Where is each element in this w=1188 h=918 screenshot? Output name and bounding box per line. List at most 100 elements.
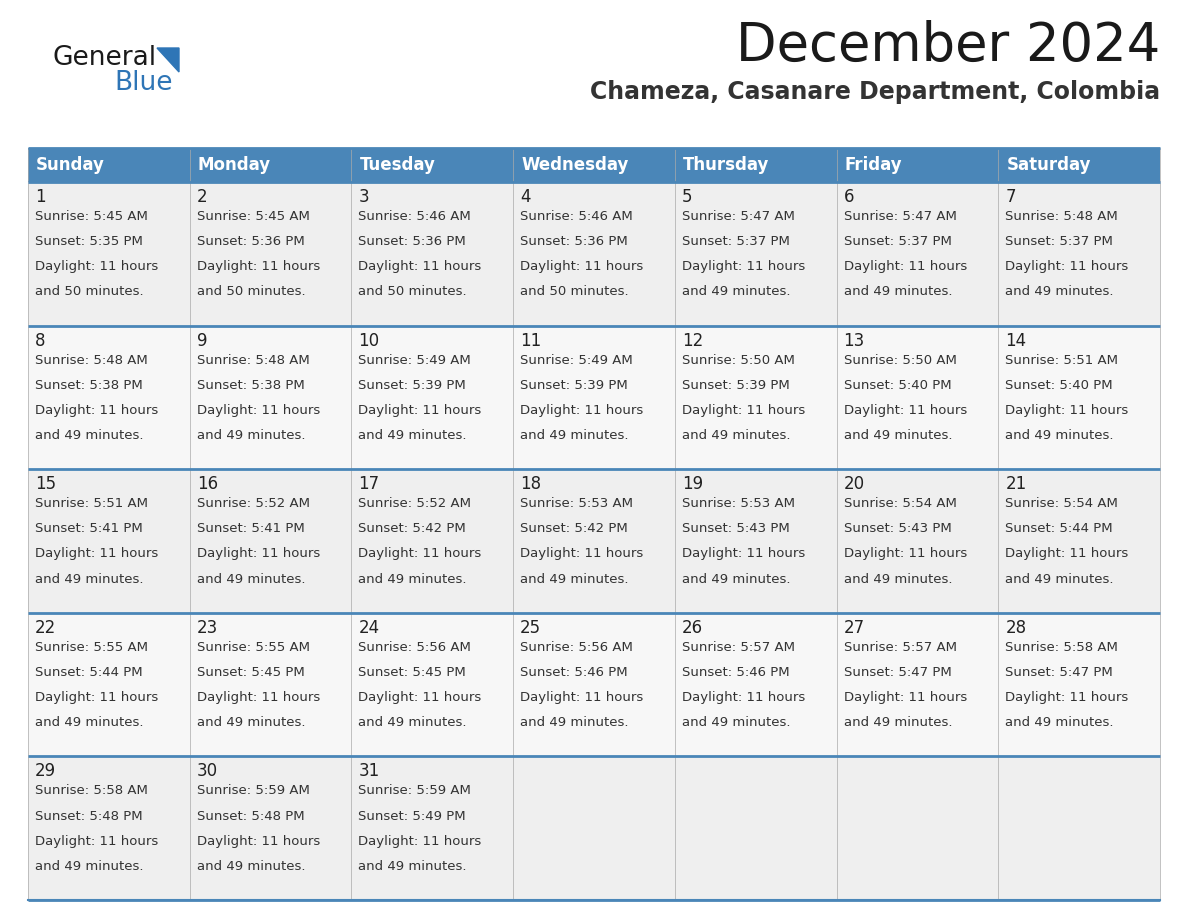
- Text: Sunrise: 5:45 AM: Sunrise: 5:45 AM: [34, 210, 147, 223]
- Text: Sunset: 5:45 PM: Sunset: 5:45 PM: [359, 666, 466, 679]
- Text: and 49 minutes.: and 49 minutes.: [682, 573, 790, 586]
- Text: Sunrise: 5:51 AM: Sunrise: 5:51 AM: [34, 498, 148, 510]
- Text: and 49 minutes.: and 49 minutes.: [843, 573, 952, 586]
- Text: Sunrise: 5:52 AM: Sunrise: 5:52 AM: [197, 498, 310, 510]
- Text: Sunrise: 5:50 AM: Sunrise: 5:50 AM: [682, 353, 795, 366]
- Bar: [836, 613, 998, 756]
- Text: Sunrise: 5:49 AM: Sunrise: 5:49 AM: [520, 353, 633, 366]
- Text: Daylight: 11 hours: Daylight: 11 hours: [34, 261, 158, 274]
- Text: Daylight: 11 hours: Daylight: 11 hours: [359, 691, 481, 704]
- Text: Daylight: 11 hours: Daylight: 11 hours: [1005, 261, 1129, 274]
- Text: and 49 minutes.: and 49 minutes.: [359, 429, 467, 442]
- Text: Sunset: 5:43 PM: Sunset: 5:43 PM: [682, 522, 790, 535]
- Bar: [998, 613, 1159, 756]
- Text: Sunset: 5:44 PM: Sunset: 5:44 PM: [34, 666, 143, 679]
- Text: Sunrise: 5:57 AM: Sunrise: 5:57 AM: [682, 641, 795, 654]
- Text: Friday: Friday: [845, 156, 902, 174]
- Text: and 50 minutes.: and 50 minutes.: [520, 285, 628, 298]
- Text: Daylight: 11 hours: Daylight: 11 hours: [197, 691, 320, 704]
- Text: Daylight: 11 hours: Daylight: 11 hours: [1005, 547, 1129, 561]
- Polygon shape: [157, 48, 179, 72]
- Text: Sunset: 5:39 PM: Sunset: 5:39 PM: [359, 379, 466, 392]
- Text: General: General: [52, 45, 156, 71]
- Text: 18: 18: [520, 476, 542, 493]
- Text: Daylight: 11 hours: Daylight: 11 hours: [359, 261, 481, 274]
- Text: 7: 7: [1005, 188, 1016, 206]
- Text: Sunset: 5:48 PM: Sunset: 5:48 PM: [197, 810, 304, 823]
- Text: Daylight: 11 hours: Daylight: 11 hours: [197, 404, 320, 417]
- Bar: [352, 469, 513, 613]
- Text: Daylight: 11 hours: Daylight: 11 hours: [359, 834, 481, 847]
- Text: Sunset: 5:46 PM: Sunset: 5:46 PM: [682, 666, 790, 679]
- Text: Daylight: 11 hours: Daylight: 11 hours: [682, 404, 805, 417]
- Text: Sunrise: 5:59 AM: Sunrise: 5:59 AM: [359, 784, 472, 798]
- Text: and 49 minutes.: and 49 minutes.: [520, 573, 628, 586]
- Text: Sunrise: 5:45 AM: Sunrise: 5:45 AM: [197, 210, 310, 223]
- Text: and 49 minutes.: and 49 minutes.: [197, 429, 305, 442]
- Text: Sunrise: 5:54 AM: Sunrise: 5:54 AM: [843, 498, 956, 510]
- Text: 26: 26: [682, 619, 703, 637]
- Bar: [190, 613, 352, 756]
- Text: 16: 16: [197, 476, 217, 493]
- Text: Sunset: 5:35 PM: Sunset: 5:35 PM: [34, 235, 143, 248]
- Text: 25: 25: [520, 619, 542, 637]
- Text: and 49 minutes.: and 49 minutes.: [682, 429, 790, 442]
- Text: Chameza, Casanare Department, Colombia: Chameza, Casanare Department, Colombia: [590, 80, 1159, 104]
- Bar: [190, 469, 352, 613]
- Text: Sunrise: 5:51 AM: Sunrise: 5:51 AM: [1005, 353, 1118, 366]
- Bar: [352, 756, 513, 900]
- Text: and 49 minutes.: and 49 minutes.: [34, 429, 144, 442]
- Text: and 49 minutes.: and 49 minutes.: [1005, 716, 1114, 729]
- Text: Sunset: 5:46 PM: Sunset: 5:46 PM: [520, 666, 627, 679]
- Bar: [352, 182, 513, 326]
- Text: and 49 minutes.: and 49 minutes.: [359, 573, 467, 586]
- Text: Daylight: 11 hours: Daylight: 11 hours: [520, 404, 644, 417]
- Text: Daylight: 11 hours: Daylight: 11 hours: [520, 547, 644, 561]
- Text: and 49 minutes.: and 49 minutes.: [520, 716, 628, 729]
- Text: Sunrise: 5:47 AM: Sunrise: 5:47 AM: [682, 210, 795, 223]
- Text: 13: 13: [843, 331, 865, 350]
- Text: 14: 14: [1005, 331, 1026, 350]
- Text: Daylight: 11 hours: Daylight: 11 hours: [843, 261, 967, 274]
- Bar: [675, 756, 836, 900]
- Text: 28: 28: [1005, 619, 1026, 637]
- Text: and 49 minutes.: and 49 minutes.: [34, 573, 144, 586]
- Text: 1: 1: [34, 188, 45, 206]
- Bar: [29, 756, 190, 900]
- Bar: [675, 326, 836, 469]
- Bar: [998, 326, 1159, 469]
- Bar: [29, 469, 190, 613]
- Text: Daylight: 11 hours: Daylight: 11 hours: [843, 547, 967, 561]
- Bar: [513, 182, 675, 326]
- Text: and 50 minutes.: and 50 minutes.: [359, 285, 467, 298]
- Text: 8: 8: [34, 331, 45, 350]
- Text: Sunset: 5:38 PM: Sunset: 5:38 PM: [34, 379, 143, 392]
- Bar: [190, 326, 352, 469]
- Text: 17: 17: [359, 476, 379, 493]
- Text: 31: 31: [359, 763, 380, 780]
- Text: Daylight: 11 hours: Daylight: 11 hours: [843, 691, 967, 704]
- Text: 19: 19: [682, 476, 703, 493]
- Text: Sunset: 5:39 PM: Sunset: 5:39 PM: [682, 379, 790, 392]
- Bar: [29, 326, 190, 469]
- Text: 21: 21: [1005, 476, 1026, 493]
- Text: 23: 23: [197, 619, 217, 637]
- Text: Sunrise: 5:52 AM: Sunrise: 5:52 AM: [359, 498, 472, 510]
- Text: Sunset: 5:37 PM: Sunset: 5:37 PM: [843, 235, 952, 248]
- Text: 9: 9: [197, 331, 207, 350]
- Text: 6: 6: [843, 188, 854, 206]
- Text: and 49 minutes.: and 49 minutes.: [1005, 573, 1114, 586]
- Text: Sunset: 5:37 PM: Sunset: 5:37 PM: [682, 235, 790, 248]
- Text: and 49 minutes.: and 49 minutes.: [843, 716, 952, 729]
- Text: Sunrise: 5:47 AM: Sunrise: 5:47 AM: [843, 210, 956, 223]
- Text: Daylight: 11 hours: Daylight: 11 hours: [682, 547, 805, 561]
- Text: and 50 minutes.: and 50 minutes.: [197, 285, 305, 298]
- Text: Sunset: 5:42 PM: Sunset: 5:42 PM: [520, 522, 628, 535]
- Bar: [675, 182, 836, 326]
- Text: Thursday: Thursday: [683, 156, 770, 174]
- Bar: [190, 756, 352, 900]
- Text: Daylight: 11 hours: Daylight: 11 hours: [843, 404, 967, 417]
- Text: Sunset: 5:40 PM: Sunset: 5:40 PM: [843, 379, 952, 392]
- Text: Daylight: 11 hours: Daylight: 11 hours: [197, 261, 320, 274]
- Text: Sunrise: 5:53 AM: Sunrise: 5:53 AM: [520, 498, 633, 510]
